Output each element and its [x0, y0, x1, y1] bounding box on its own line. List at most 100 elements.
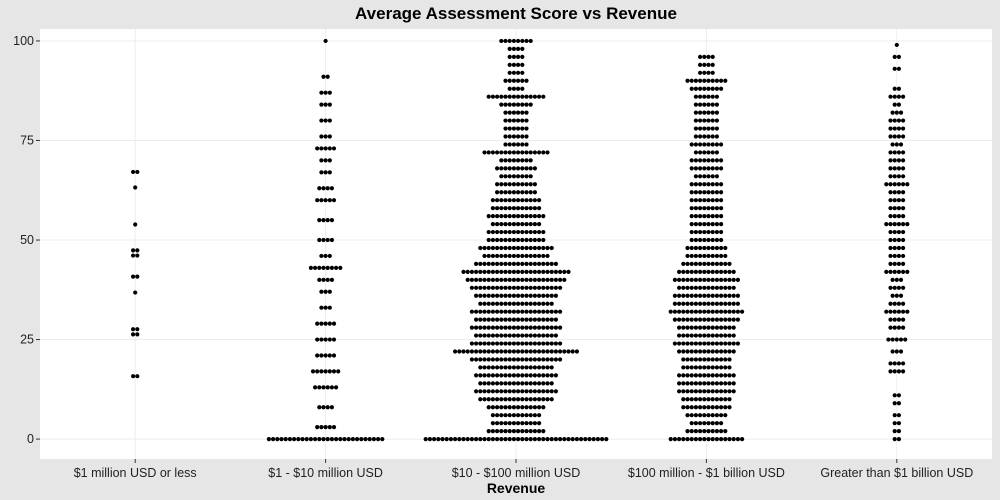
data-point	[892, 54, 897, 59]
data-point	[499, 166, 504, 171]
data-point	[901, 198, 906, 203]
data-point	[731, 301, 736, 306]
data-point	[901, 94, 906, 99]
data-point	[524, 317, 529, 322]
data-point	[553, 373, 559, 378]
data-point	[698, 269, 703, 274]
data-point	[499, 245, 504, 251]
data-point	[319, 425, 324, 430]
data-point	[714, 94, 720, 99]
data-point	[545, 397, 550, 402]
data-point	[681, 317, 686, 322]
data-point	[702, 373, 707, 378]
data-point	[524, 182, 529, 187]
data-point	[698, 102, 703, 107]
data-point	[495, 94, 500, 99]
data-point	[524, 381, 529, 386]
data-point	[461, 349, 466, 354]
data-point	[490, 253, 495, 259]
data-point	[719, 142, 724, 147]
data-point	[482, 309, 487, 314]
data-point	[503, 198, 508, 203]
data-point	[681, 341, 686, 346]
data-point	[520, 365, 525, 370]
data-point	[731, 269, 736, 274]
data-point	[677, 277, 682, 282]
data-point	[503, 182, 508, 187]
data-point	[528, 158, 533, 163]
data-point	[714, 309, 720, 314]
data-point	[537, 381, 542, 386]
data-point	[317, 277, 322, 282]
data-point	[486, 429, 491, 434]
data-point	[319, 102, 324, 107]
data-point	[685, 341, 690, 346]
data-point	[507, 285, 512, 290]
data-point	[532, 190, 538, 195]
data-point	[329, 265, 334, 270]
data-point	[890, 293, 895, 298]
data-point	[323, 102, 328, 107]
data-point	[503, 237, 508, 243]
data-point	[524, 421, 529, 426]
y-tick-label: 100	[13, 34, 34, 48]
data-point	[689, 421, 694, 426]
data-point	[723, 253, 728, 259]
data-point	[499, 150, 504, 155]
data-point	[528, 421, 533, 426]
data-point	[520, 229, 525, 235]
data-point	[896, 237, 902, 243]
data-point	[520, 142, 525, 147]
data-point	[516, 38, 521, 44]
data-point	[693, 182, 699, 187]
data-point	[591, 436, 596, 442]
data-point	[469, 309, 474, 314]
data-point	[723, 341, 728, 346]
data-point	[317, 186, 322, 191]
data-point	[693, 78, 699, 83]
data-point	[327, 425, 332, 430]
data-point	[706, 174, 711, 179]
data-point	[537, 198, 542, 203]
data-point	[283, 436, 288, 442]
data-point	[727, 269, 732, 274]
data-point	[896, 413, 902, 418]
data-point	[537, 325, 542, 330]
data-point	[499, 365, 504, 370]
data-point	[528, 174, 533, 179]
data-point	[905, 221, 910, 227]
data-point	[371, 436, 376, 442]
data-point	[549, 389, 554, 394]
y-tick-label: 75	[20, 133, 34, 147]
data-point	[714, 221, 720, 227]
data-point	[507, 190, 512, 195]
data-point	[689, 389, 694, 394]
data-point	[511, 381, 516, 386]
data-point	[503, 78, 508, 83]
data-point	[507, 182, 512, 187]
data-point	[723, 285, 728, 290]
data-point	[723, 349, 728, 354]
data-point	[579, 436, 584, 442]
data-point	[537, 293, 542, 298]
data-point	[892, 361, 897, 366]
data-point	[329, 218, 334, 223]
data-point	[901, 229, 906, 235]
data-point	[681, 373, 686, 378]
data-point	[681, 309, 686, 314]
data-point	[685, 405, 690, 410]
data-point	[719, 158, 724, 163]
data-point	[545, 389, 550, 394]
data-point	[503, 397, 508, 402]
data-point	[719, 229, 724, 235]
data-point	[702, 70, 707, 75]
data-point	[710, 237, 715, 243]
data-point	[131, 169, 136, 175]
data-point	[541, 373, 546, 378]
data-point	[490, 309, 495, 314]
data-point	[520, 166, 525, 171]
data-point	[888, 237, 893, 243]
data-point	[553, 277, 559, 282]
data-point	[685, 436, 690, 442]
data-point	[702, 198, 707, 203]
